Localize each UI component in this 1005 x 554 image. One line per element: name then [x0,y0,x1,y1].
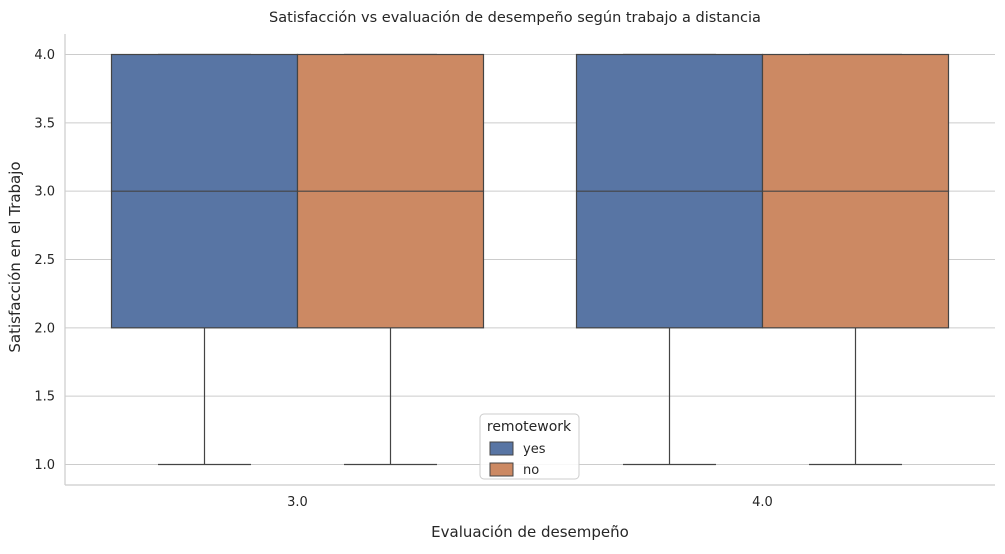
y-tick-label: 1.0 [34,458,55,473]
legend-swatch-no [489,462,514,477]
y-tick-label: 1.5 [34,390,55,405]
legend-title: remotework [487,419,572,435]
y-tick-label: 2.5 [34,253,55,268]
y-tick-label: 4.0 [34,48,55,63]
chart-title: Satisfacción vs evaluación de desempeño … [269,10,761,26]
legend-label-yes: yes [523,442,546,457]
x-tick-label: 4.0 [752,495,773,510]
y-axis-title: Satisfacción en el Trabajo [6,161,24,352]
y-tick-label: 2.0 [34,321,55,336]
legend: remotework yes no [479,413,580,480]
y-tick-label: 3.0 [34,185,55,200]
plot-area: 1.0 1.5 2.0 2.5 3.0 3.5 4.0 3.0 4.0 [34,34,995,510]
x-tick-label: 3.0 [287,495,308,510]
legend-swatch-yes [489,441,514,456]
x-axis-title: Evaluación de desempeño [431,523,629,541]
legend-label-no: no [523,463,539,478]
y-tick-label: 3.5 [34,116,55,131]
